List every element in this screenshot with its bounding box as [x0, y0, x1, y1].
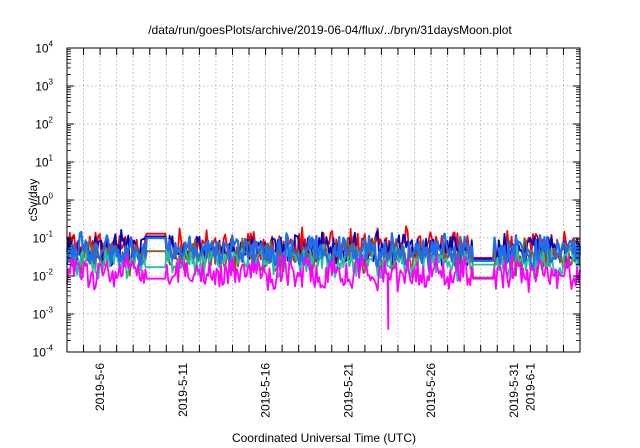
x-tick-label: 2019-5-26 — [424, 363, 438, 418]
series-lines — [65, 225, 582, 330]
x-tick-label: 2019-5-31 — [507, 363, 521, 418]
grid — [67, 48, 580, 352]
y-tick-label: 102 — [35, 116, 53, 132]
y-tick-label: 103 — [35, 78, 53, 94]
x-axis-label: Coordinated Universal Time (UTC) — [232, 431, 416, 445]
x-tick-label: 2019-5-11 — [176, 363, 190, 417]
y-tick-label: 101 — [35, 154, 53, 170]
x-tick-label: 2019-5-21 — [341, 363, 355, 418]
x-tick-label: 2019-5-6 — [93, 363, 107, 411]
series-line — [66, 243, 581, 283]
x-tick-label: 2019-5-16 — [259, 363, 273, 418]
y-axis-label: cSv/day — [26, 179, 40, 222]
y-tick-label: 104 — [35, 40, 53, 56]
y-tick-label: 10-1 — [33, 230, 54, 246]
y-tick-label: 10-4 — [33, 344, 54, 360]
chart-title: /data/run/goesPlots/archive/2019-06-04/f… — [148, 23, 512, 37]
y-tick-labels: 10-4 10-3 10-2 10-1 100 101 102 103 104 — [33, 40, 54, 360]
x-tick-label: 2019-6-1 — [523, 363, 537, 411]
y-tick-label: 10-2 — [33, 268, 54, 284]
series-line — [65, 230, 582, 272]
axis-ticks — [66, 47, 581, 353]
series-line — [66, 253, 581, 330]
x-tick-labels: 2019-5-6 2019-5-11 2019-5-16 2019-5-21 2019-… — [93, 363, 537, 418]
y-tick-label: 100 — [35, 192, 53, 208]
y-tick-label: 10-3 — [33, 306, 54, 322]
